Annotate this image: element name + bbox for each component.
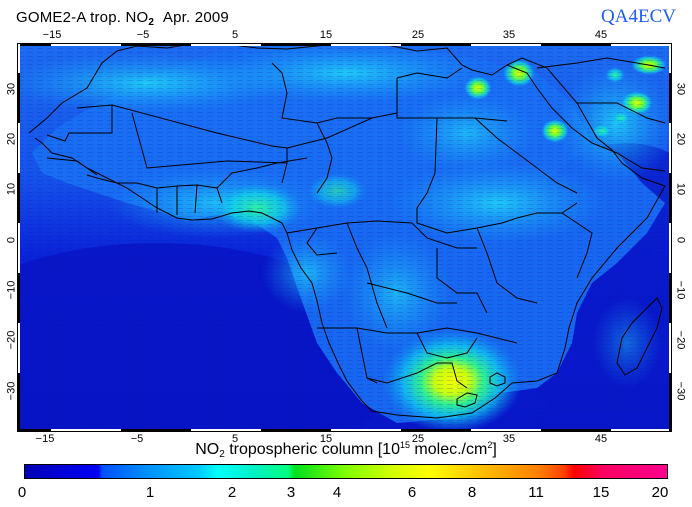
colorbar-tick: 4 xyxy=(332,484,342,501)
colorbar-tick: 2 xyxy=(227,484,237,501)
bottom-tick-bars xyxy=(17,429,672,432)
colorbar-tick: 0 xyxy=(17,484,27,501)
colorbar-tick: 3 xyxy=(286,484,296,501)
brand-logo-text: QA4ECV xyxy=(601,6,676,27)
map-title: GOME2-A trop. NO2 Apr. 2009 xyxy=(16,9,229,28)
lon-tick-top: 35 xyxy=(502,29,516,41)
no2-map xyxy=(17,43,672,432)
lon-tick-bottom: 15 xyxy=(319,433,333,445)
colorbar-tick: 11 xyxy=(528,484,544,501)
cb-title-exp: 15 xyxy=(399,440,410,450)
lat-tick-right: −30 xyxy=(674,381,687,401)
cb-title-end: ] xyxy=(492,441,497,458)
title-date: Apr. 2009 xyxy=(162,9,229,26)
lon-tick-top: 5 xyxy=(231,29,239,41)
lat-tick-right: 10 xyxy=(674,182,687,196)
lat-tick-left: 20 xyxy=(5,132,18,146)
cb-title-mid: tropospheric column [10 xyxy=(224,441,400,458)
lat-tick-right: 20 xyxy=(674,132,687,146)
colorbar-tick: 8 xyxy=(467,484,477,501)
lon-tick-bottom: −15 xyxy=(35,433,55,445)
lat-tick-left: 10 xyxy=(5,182,18,196)
lat-tick-left: 30 xyxy=(5,82,18,96)
title-subscript: 2 xyxy=(148,17,155,28)
lon-tick-top: −15 xyxy=(42,29,62,41)
lon-tick-top: 25 xyxy=(411,29,425,41)
lat-tick-left: −20 xyxy=(5,330,18,350)
lon-tick-bottom: 35 xyxy=(502,433,516,445)
cb-title-unit: molec./cm xyxy=(409,441,488,458)
top-tick-bars xyxy=(17,43,672,46)
lat-tick-left: −30 xyxy=(5,381,18,401)
colorbar-tick: 1 xyxy=(145,484,155,501)
cb-title-exp2: 2 xyxy=(487,440,493,450)
colorbar-title: NO2 tropospheric column [1015 molec./cm2… xyxy=(0,440,692,460)
lat-tick-right: −10 xyxy=(674,280,687,300)
lat-tick-left: 0 xyxy=(5,236,18,244)
lon-tick-bottom: 25 xyxy=(411,433,425,445)
side-tick-bars xyxy=(17,43,672,432)
lon-tick-bottom: −5 xyxy=(130,433,144,445)
colorbar-tick: 6 xyxy=(407,484,417,501)
lat-tick-right: 30 xyxy=(674,82,687,96)
colorbar-tick: 20 xyxy=(651,484,669,501)
lat-tick-right: −20 xyxy=(674,330,687,350)
colorbar xyxy=(24,464,668,479)
cb-title-sub: 2 xyxy=(219,449,225,460)
lat-tick-left: −10 xyxy=(5,280,18,300)
colorbar-tick: 15 xyxy=(592,484,610,501)
title-text: GOME2-A trop. NO xyxy=(16,9,149,26)
lon-tick-top: 15 xyxy=(319,29,333,41)
lon-tick-top: 45 xyxy=(594,29,608,41)
lat-tick-right: 0 xyxy=(674,236,687,244)
lon-tick-bottom: 5 xyxy=(231,433,239,445)
lon-tick-bottom: 45 xyxy=(594,433,608,445)
cb-title-text: NO xyxy=(195,441,220,458)
lon-tick-top: −5 xyxy=(136,29,150,41)
